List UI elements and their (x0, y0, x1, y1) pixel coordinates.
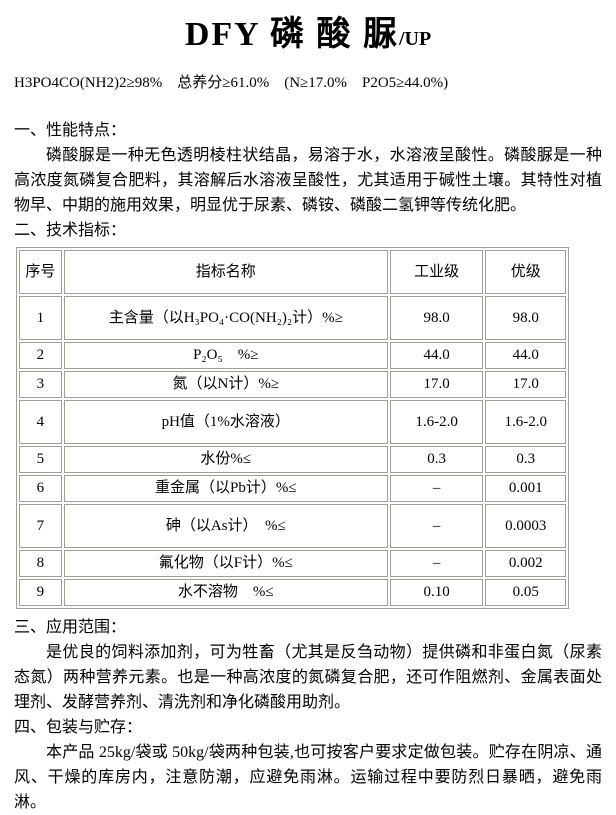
section-heading-specs: 二、技术指标： (14, 222, 127, 239)
table-row: 2 P₂O₅ %≥ 44.0 44.0 (19, 342, 566, 369)
table-cell: 17.0 (389, 371, 484, 398)
table-cell: 0.0003 (485, 504, 566, 548)
section-heading-features: 一、性能特点： (14, 122, 127, 139)
table-cell: – (389, 550, 484, 577)
page-title-suffix: /UP (398, 28, 432, 50)
table-cell: 氮（以N计）%≥ (63, 371, 388, 398)
table-cell: 0.3 (389, 446, 484, 473)
table-cell: 0.002 (485, 550, 566, 577)
table-cell: 17.0 (485, 371, 566, 398)
table-row: 6 重金属（以Pb计）%≤ –0.001 (19, 475, 566, 502)
spec-table: 序号 指标名称 工业级 优级 1 主含量（以H₃PO₄·CO(NH₂)₂计）%≥ 9… (16, 247, 569, 609)
page-title: DFY 磷 酸 脲/UP (14, 6, 602, 55)
table-row: 5 水份%≤ 0.3 0.3 (19, 446, 566, 473)
table-cell: 44.0 (485, 342, 566, 369)
table-row: 7 砷（以As计） %≤ –0.0003 (19, 504, 566, 548)
table-row: 9 水不溶物 %≤ 0.10 0.05 (19, 579, 566, 606)
table-cell: 4 (19, 400, 62, 444)
section-body-packaging: 本产品 25kg/袋或 50kg/袋两种包装,也可按客户要求定做包装。贮存在阴凉… (14, 744, 602, 811)
table-cell: 0.3 (485, 446, 566, 473)
document-content: 一、性能特点： 磷酸脲是一种无色透明棱柱状结晶，易溶于水，水溶液呈酸性。磷酸脲是… (14, 118, 602, 815)
table-cell: 0.10 (389, 579, 484, 606)
table-cell: 0.05 (485, 579, 566, 606)
col-header-indicator: 指标名称 (63, 250, 388, 294)
table-cell: 重金属（以Pb计）%≤ (63, 475, 388, 502)
table-cell: 水不溶物 %≤ (63, 579, 388, 606)
spec-table-head: 序号 指标名称 工业级 优级 (19, 250, 566, 294)
page-title-main: DFY 磷 酸 脲 (184, 16, 399, 53)
table-cell: 砷（以As计） %≤ (63, 504, 388, 548)
section-body-applications: 是优良的饲料添加剂，可为牲畜（尤其是反刍动物）提供磷和非蛋白氮（尿素态氮）两种营… (14, 644, 602, 711)
col-header-premium: 优级 (485, 250, 566, 294)
table-cell: 水份%≤ (63, 446, 388, 473)
section-body-features: 磷酸脲是一种无色透明棱柱状结晶，易溶于水，水溶液呈酸性。磷酸脲是一种高浓度氮磷复… (14, 147, 602, 214)
table-row: 8 氟化物（以F计）%≤ –0.002 (19, 550, 566, 577)
col-header-index: 序号 (19, 250, 62, 294)
table-cell: – (389, 504, 484, 548)
section-heading-packaging: 四、包装与贮存： (14, 719, 143, 736)
table-row: 4 pH值（1%水溶液） 1.6-2.0 1.6-2.0 (19, 400, 566, 444)
table-cell: P₂O₅ %≥ (63, 342, 388, 369)
table-cell: – (389, 475, 484, 502)
table-cell: pH值（1%水溶液） (63, 400, 388, 444)
table-cell: 9 (19, 579, 62, 606)
table-cell: 3 (19, 371, 62, 398)
table-cell: 98.0 (485, 296, 566, 340)
table-cell: 8 (19, 550, 62, 577)
table-cell: 5 (19, 446, 62, 473)
table-cell: 氟化物（以F计）%≤ (63, 550, 388, 577)
chemical-spec-line: H3PO4CO(NH2)2≥98% 总养分≥61.0% (N≥17.0% P2O… (14, 75, 449, 91)
section-heading-applications: 三、应用范围： (14, 619, 127, 636)
spec-table-body: 1 主含量（以H₃PO₄·CO(NH₂)₂计）%≥ 98.0 98.0 2 P₂O₅ %≥… (19, 296, 566, 606)
table-cell: 1.6-2.0 (389, 400, 484, 444)
table-cell: 0.001 (485, 475, 566, 502)
table-cell: 7 (19, 504, 62, 548)
table-cell: 6 (19, 475, 62, 502)
table-cell: 1 (19, 296, 62, 340)
table-row: 3 氮（以N计）%≥ 17.0 17.0 (19, 371, 566, 398)
table-cell: 1.6-2.0 (485, 400, 566, 444)
table-row: 1 主含量（以H₃PO₄·CO(NH₂)₂计）%≥ 98.0 98.0 (19, 296, 566, 340)
table-cell: 2 (19, 342, 62, 369)
table-cell: 98.0 (389, 296, 484, 340)
col-header-industrial: 工业级 (389, 250, 484, 294)
table-header-row: 序号 指标名称 工业级 优级 (19, 250, 566, 294)
table-cell: 44.0 (389, 342, 484, 369)
table-cell: 主含量（以H₃PO₄·CO(NH₂)₂计）%≥ (63, 296, 388, 340)
